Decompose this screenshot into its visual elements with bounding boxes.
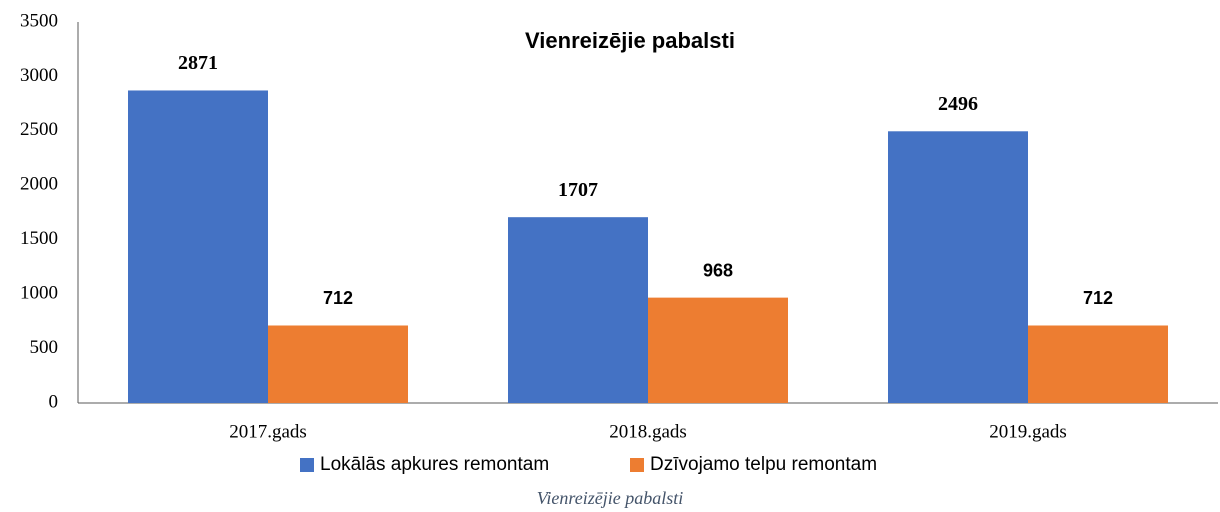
x-tick-label: 2019.gads	[989, 421, 1067, 442]
y-tick-label: 3500	[20, 10, 58, 31]
data-label: 712	[323, 288, 353, 308]
y-tick-label: 500	[30, 337, 59, 358]
y-tick-label: 1500	[20, 228, 58, 249]
y-tick-label: 1000	[20, 283, 58, 304]
legend-label: Lokālās apkures remontam	[320, 454, 549, 475]
y-tick-label: 2000	[20, 174, 58, 195]
caption: Vienreizējie pabalsti	[537, 488, 683, 508]
x-tick-label: 2017.gads	[229, 421, 307, 442]
bar	[648, 297, 788, 403]
chart-title: Vienreizējie pabalsti	[525, 28, 735, 53]
data-label: 2496	[938, 93, 978, 115]
y-tick-label: 0	[49, 391, 59, 412]
data-label: 1707	[558, 179, 598, 201]
y-tick-label: 2500	[20, 119, 58, 140]
bar	[128, 90, 268, 404]
data-label: 2871	[178, 52, 218, 74]
legend-label: Dzīvojamo telpu remontam	[650, 454, 877, 475]
legend-swatch	[300, 458, 314, 472]
y-tick-label: 3000	[20, 65, 58, 86]
x-tick-label: 2018.gads	[609, 421, 687, 442]
data-label: 968	[703, 260, 733, 280]
bar	[888, 131, 1028, 403]
data-label: 712	[1083, 288, 1113, 308]
bar	[508, 217, 648, 403]
bar	[1028, 325, 1168, 403]
bar	[268, 325, 408, 403]
legend-swatch	[630, 458, 644, 472]
